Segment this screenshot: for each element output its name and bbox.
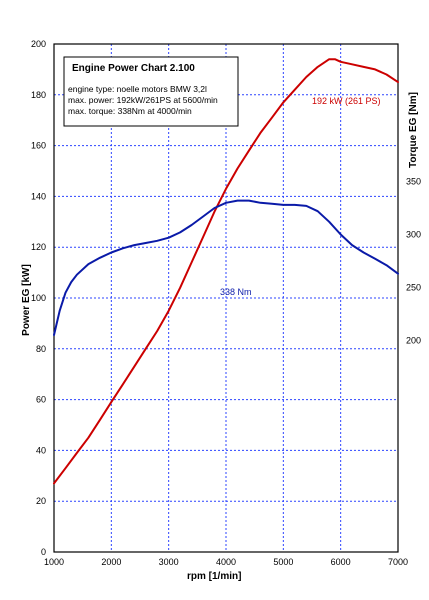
y-left-tick-label: 120 [31,242,46,252]
x-tick-label: 2000 [101,557,121,567]
y-left-tick-label: 200 [31,39,46,49]
x-tick-label: 5000 [273,557,293,567]
y-left-tick-labels: 0 20 40 60 80 100 120 140 160 180 200 [31,39,46,557]
y-right-tick-label: 350 [406,177,421,187]
x-tick-label: 7000 [388,557,408,567]
info-box [63,56,239,127]
y-right-tick-label: 300 [406,230,421,240]
y-left-tick-label: 60 [36,395,46,405]
x-tick-labels: 1000 2000 3000 4000 5000 6000 7000 [44,557,408,567]
x-tick-label: 1000 [44,557,64,567]
y-left-tick-label: 180 [31,90,46,100]
plot-frame [53,43,399,553]
info-max-power: max. power: 192kW/261PS at 5600/min [68,95,218,105]
power-line [53,58,399,485]
y-right-tick-label: 200 [406,335,421,345]
info-max-torque: max. torque: 338Nm at 4000/min [68,106,192,116]
annotation-power-peak: 192 kW (261 PS) [312,96,381,106]
torque-line [53,199,399,336]
y-left-tick-label: 20 [36,496,46,506]
x-tick-label: 3000 [159,557,179,567]
y-right-tick-label: 250 [406,282,421,292]
info-box-title: Engine Power Chart 2.100 [72,63,195,74]
x-tick-label: 4000 [216,557,236,567]
info-engine-type: engine type: noelle motors BMW 3,2l [68,84,207,94]
y-right-tick-labels: 200 250 300 350 [406,177,421,346]
y-right-axis-title: Torque EG [Nm] [408,92,419,168]
grid-lines [54,44,398,552]
y-left-tick-label: 40 [36,445,46,455]
x-axis-title: rpm [1/min] [187,571,241,582]
y-left-axis-title: Power EG [kW] [21,264,32,336]
y-left-tick-label: 160 [31,141,46,151]
y-left-tick-label: 140 [31,191,46,201]
x-tick-label: 6000 [331,557,351,567]
series-lines [53,58,399,485]
y-left-tick-label: 100 [31,293,46,303]
y-left-tick-label: 80 [36,344,46,354]
y-left-tick-label: 0 [41,547,46,557]
annotation-torque-peak: 338 Nm [220,287,252,297]
